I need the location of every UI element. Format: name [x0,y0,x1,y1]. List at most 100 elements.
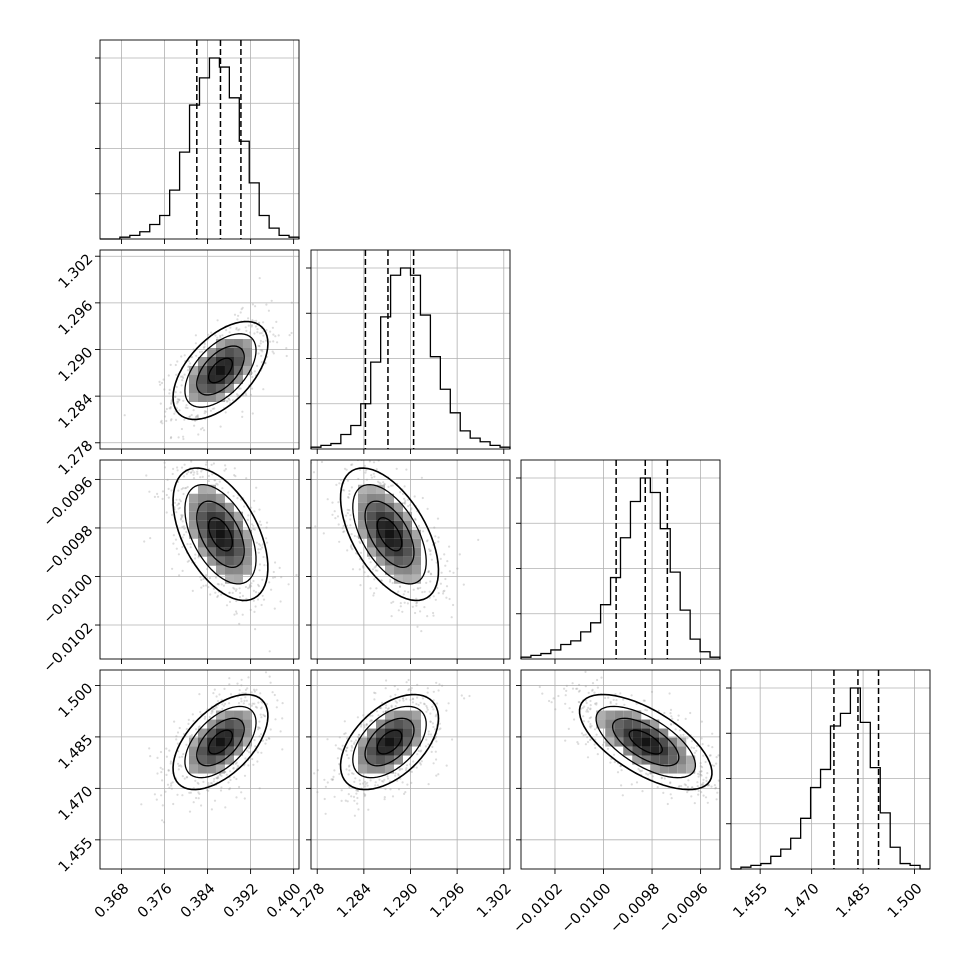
sample-point [257,585,261,588]
sample-point [423,703,426,706]
sample-point [349,545,352,549]
sample-point [178,506,181,509]
sample-point [258,787,261,790]
sample-point [722,773,724,775]
sample-point [700,770,703,773]
sample-point [406,498,410,501]
x-tick-label: −0.0096 [656,881,712,937]
density-cell [376,493,386,503]
sample-point [189,471,192,474]
sample-point [250,582,253,585]
sample-point [394,705,397,708]
sample-point [697,775,700,778]
sample-point [550,701,553,704]
density-map [358,710,422,774]
density-cell [367,502,377,512]
sample-point [189,362,192,365]
sample-point [199,428,203,431]
sample-point [564,694,567,697]
density-cell [367,511,377,521]
grid-lines [316,250,505,449]
sample-point [701,783,704,786]
sample-point [243,699,246,703]
density-cell [596,719,606,729]
sample-point [280,576,283,579]
sample-point [269,330,272,333]
sample-point [191,713,194,716]
density-cell [197,728,207,738]
sample-point [163,466,167,469]
density-cell [403,520,413,530]
sample-point [176,360,179,363]
sample-point [195,796,198,800]
density-cell [367,737,377,747]
sample-point [693,802,696,805]
sample-point [260,706,263,709]
sample-point [177,502,181,505]
sample-point [435,758,438,761]
sample-point [368,557,371,560]
sample-point [168,388,171,391]
sample-point [353,814,356,817]
sample-point [650,690,654,694]
sample-point [644,708,647,712]
sample-point [262,598,266,601]
sample-point [192,477,196,480]
sample-point [188,415,192,418]
sample-point [180,517,183,520]
sample-point [166,783,170,786]
sample-point [365,723,368,726]
sample-point [669,723,673,726]
density-cell [215,746,225,756]
density-map [358,484,422,584]
sample-point [274,718,277,721]
sample-point [258,569,261,572]
sample-point [596,686,600,689]
density-cell [358,484,368,494]
sample-point [207,586,210,589]
sample-point [172,542,175,545]
sample-point [326,498,329,501]
sample-point [670,723,673,726]
sample-point [177,768,180,771]
sample-point [254,628,257,631]
scatter-points [140,671,284,824]
sample-point [215,706,218,709]
sample-point [198,693,201,696]
sample-point [425,738,428,741]
sample-point [189,791,192,794]
scatter-content [311,460,480,633]
sample-point [717,754,720,757]
sample-point [477,538,480,542]
sample-point [350,533,353,536]
sample-point [180,466,184,469]
density-cell [233,547,243,557]
sample-point [281,748,284,751]
sample-point [613,753,616,756]
sample-point [253,370,256,373]
sample-point [199,710,202,714]
sample-point [188,810,192,813]
sample-point [300,814,302,816]
sample-point [434,535,437,538]
sample-point [219,773,222,776]
sample-point [596,753,599,756]
sample-point [252,527,255,531]
sample-point [295,573,298,577]
sample-point [429,712,432,715]
y-tick-label: 1.278 [56,438,97,479]
sample-point [430,558,433,561]
sample-point [589,722,592,726]
density-cell [677,746,687,756]
sample-point [207,480,210,483]
sample-point [346,737,349,740]
sample-point [419,763,422,766]
sample-point [251,412,254,415]
density-cell [206,529,216,539]
sample-point [622,698,625,701]
scatter-panel-3-1: 1.278 1.284 1.290 1.296 1.302 [288,669,515,921]
sample-point [210,463,213,466]
density-cell [188,383,198,393]
sample-point [638,769,641,772]
sample-point [195,728,198,731]
